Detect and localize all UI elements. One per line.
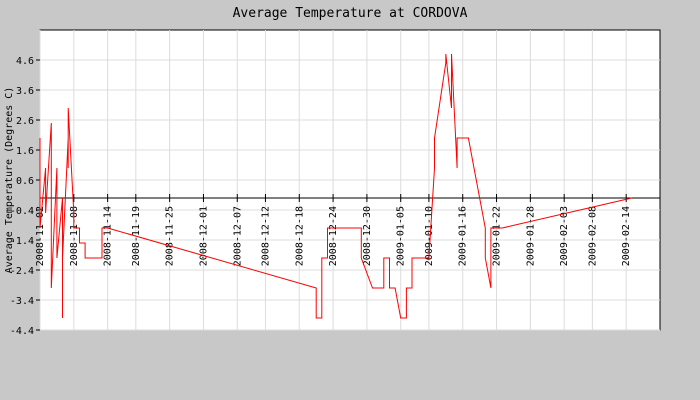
x-axis-ticks: 2008-11-02 2008-11-08 2008-11-14 2008-11-19… (35, 194, 632, 266)
x-tick-label: 2009-01-10 (424, 206, 435, 266)
x-tick-label: 2008-11-14 (103, 206, 114, 266)
x-tick-label: 2008-12-01 (198, 206, 209, 266)
y-tick-label: -4.4 (10, 326, 34, 337)
x-tick-label: 2009-02-08 (587, 206, 598, 266)
x-tick-label: 2009-01-05 (396, 206, 407, 266)
x-tick-label: 2009-01-28 (525, 206, 536, 266)
y-tick-label: 2.6 (16, 116, 34, 127)
chart-title: Average Temperature at CORDOVA (233, 6, 468, 21)
x-tick-label: 2008-12-30 (362, 206, 373, 266)
y-tick-label: -3.4 (10, 296, 34, 307)
grid-lines (39, 30, 660, 331)
y-tick-label: -0.4 (10, 206, 34, 217)
y-tick-label: 3.6 (16, 86, 34, 97)
y-tick-label: 1.6 (16, 146, 34, 157)
x-tick-label: 2008-11-25 (165, 206, 176, 266)
y-tick-label: 4.6 (16, 56, 34, 67)
x-tick-label: 2009-02-14 (621, 206, 632, 266)
x-tick-label: 2008-12-24 (328, 206, 339, 266)
x-tick-label: 2009-01-22 (492, 206, 503, 266)
x-tick-label: 2008-12-18 (294, 206, 305, 266)
x-tick-label: 2008-12-12 (260, 206, 271, 266)
y-tick-label: -2.4 (10, 266, 34, 277)
y-tick-label: 0.6 (16, 176, 34, 187)
x-tick-label: 2009-02-03 (559, 206, 570, 266)
y-axis-label: Average Temperature (Degrees C) (4, 87, 15, 274)
series-line (39, 53, 632, 319)
x-tick-label: 2009-01-16 (458, 206, 469, 266)
x-tick-label: 2008-11-02 (35, 206, 46, 266)
y-tick-label: -1.4 (10, 236, 34, 247)
y-axis-ticks: 4.6 3.6 2.6 1.6 0.6 -0.4 -1.4 -2.4 -3.4 -4.4 (10, 56, 40, 337)
x-tick-label: 2008-12-07 (232, 206, 243, 266)
x-tick-label: 2008-11-08 (69, 206, 80, 266)
